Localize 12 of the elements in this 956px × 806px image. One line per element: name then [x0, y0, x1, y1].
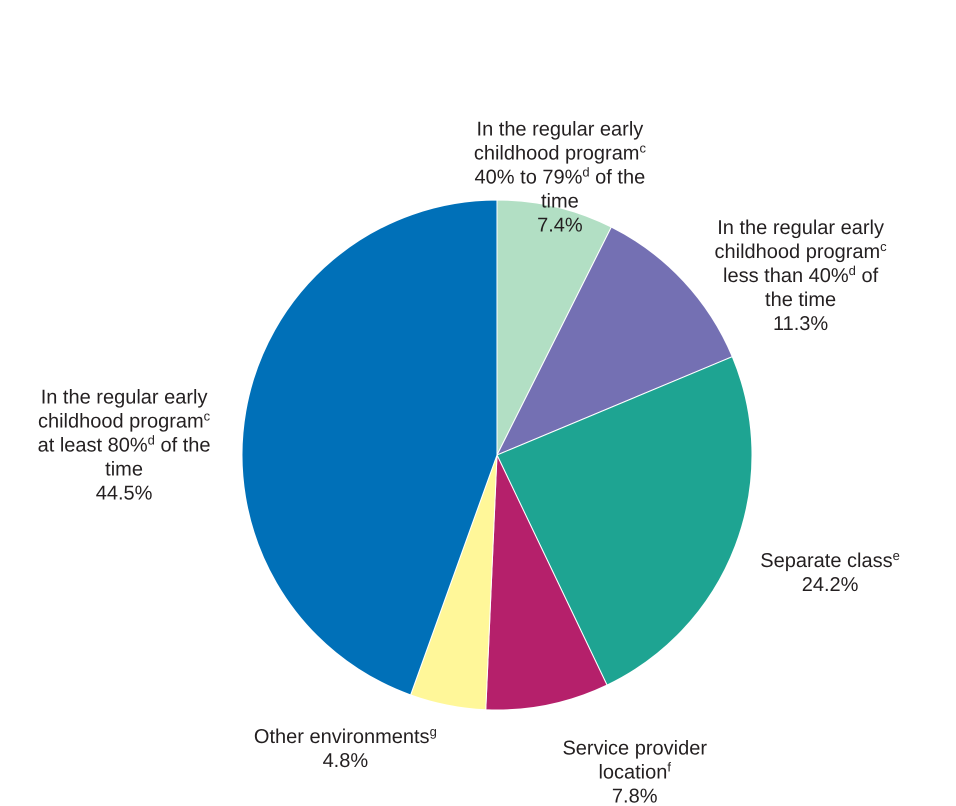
data-label: 7.4% [537, 214, 583, 236]
data-label: 7.8% [612, 786, 658, 806]
slice-label: Separate class$^{e}$ [760, 547, 900, 572]
data-label: 24.2% [802, 574, 859, 596]
category-label: In the regular early childhood program$^{c}$ 40% to 79%$^{d}$ of the time [474, 118, 646, 212]
data-label: 4.8% [322, 750, 368, 772]
slice-label: Other environments$^{g}$ [254, 723, 437, 748]
category-label: In the regular early childhood program$^{c}$ at least 80%$^{d}$ of the time [38, 386, 211, 481]
data-label: 44.5% [96, 482, 153, 505]
category-label: In the regular early childhood program$^{c}$ less than 40%$^{d}$ of the time [714, 216, 887, 311]
data-label: 11.3% [772, 312, 828, 335]
slice-label: Service provider location$^{f}$ [562, 738, 708, 784]
